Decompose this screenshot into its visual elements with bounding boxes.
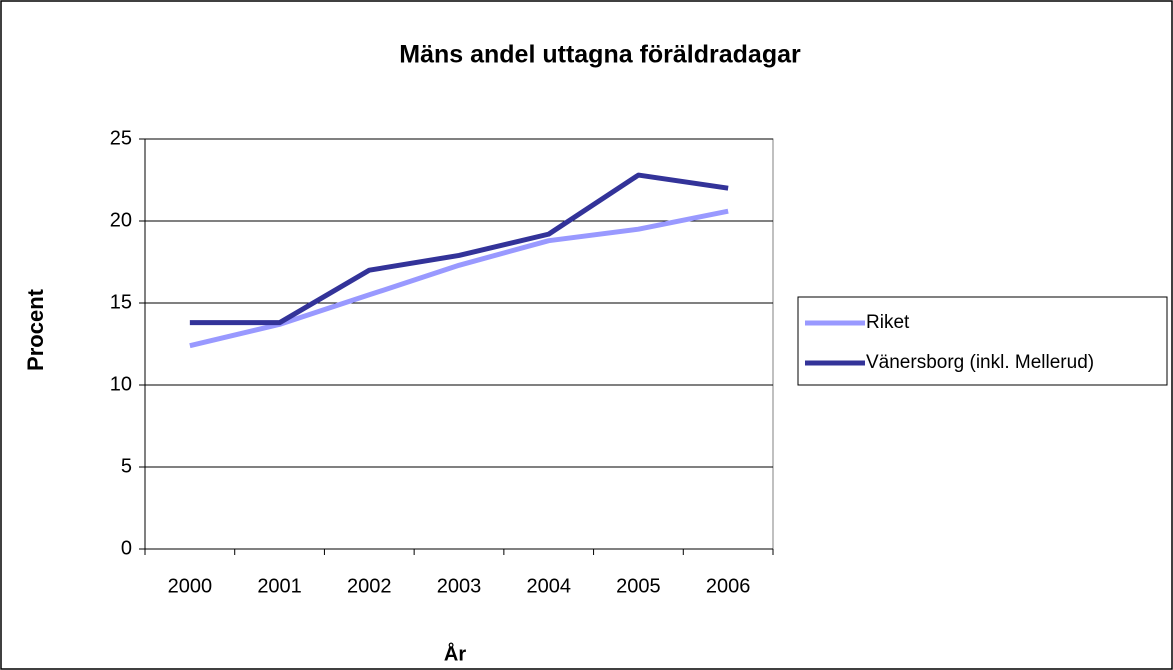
series-line — [189, 172, 729, 326]
plot-area — [144, 138, 774, 550]
x-tick-label: 2002 — [347, 575, 392, 597]
x-tick-label: 2000 — [168, 575, 213, 597]
x-tick-label: 2003 — [437, 575, 482, 597]
y-tick-label: 15 — [110, 291, 132, 313]
x-tick-label: 2006 — [706, 575, 751, 597]
legend-label: Vänersborg (inkl. Mellerud) — [866, 352, 1094, 373]
x-tick-label: 2004 — [526, 575, 571, 597]
legend-label: Riket — [866, 312, 910, 333]
y-tick-label: 5 — [121, 455, 132, 477]
chart-title: Mäns andel uttagna föräldradagar — [399, 41, 801, 69]
x-axis-title: År — [444, 641, 466, 665]
y-tick-label: 20 — [110, 209, 132, 231]
y-tick-label: 25 — [110, 127, 132, 149]
y-tick-label: 0 — [121, 537, 132, 559]
legend-box — [797, 296, 1168, 386]
y-tick-label: 10 — [110, 373, 132, 395]
y-axis-title: Procent — [23, 288, 48, 371]
x-tick-label: 2001 — [257, 575, 302, 597]
x-tick-label: 2005 — [616, 575, 661, 597]
